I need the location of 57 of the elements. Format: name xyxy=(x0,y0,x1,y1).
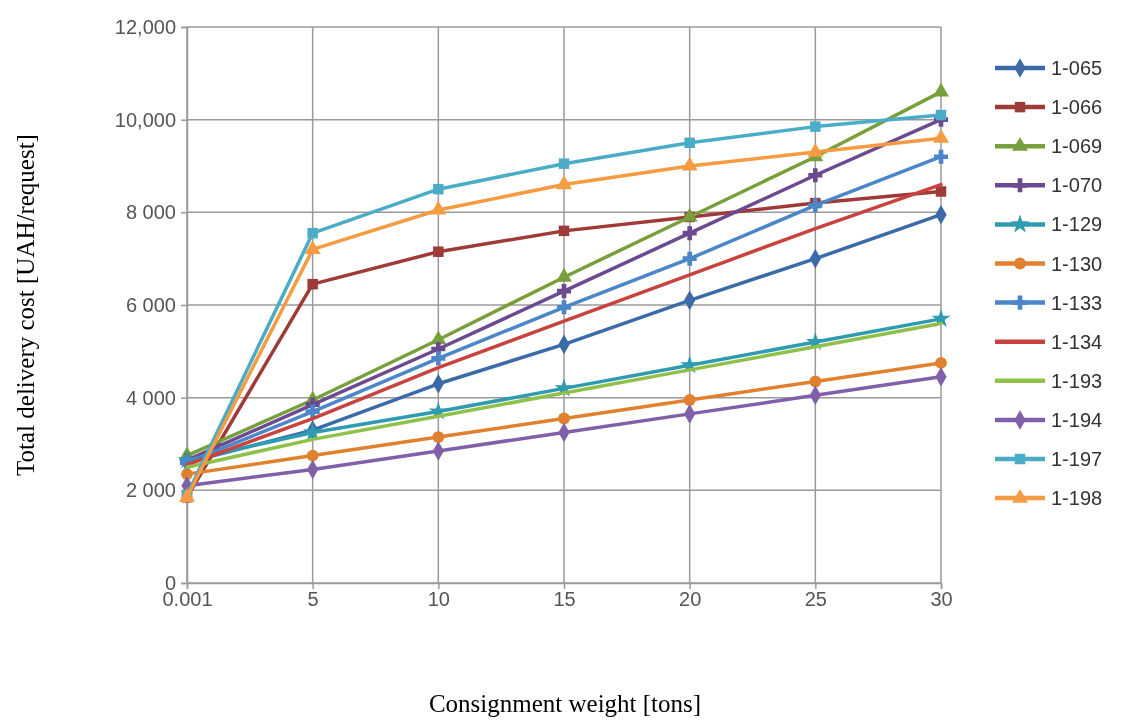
point xyxy=(304,240,321,254)
legend-label: 1-198 xyxy=(1051,487,1103,510)
point xyxy=(808,168,823,183)
x-tick-label: 30 xyxy=(930,588,953,610)
legend-label: 1-197 xyxy=(1051,448,1103,470)
legend-label: 1-066 xyxy=(1051,96,1103,119)
point xyxy=(933,82,949,97)
point xyxy=(683,394,696,406)
point xyxy=(433,246,444,257)
legend-label: 1-069 xyxy=(1051,135,1103,158)
point xyxy=(307,278,318,290)
legend-label: 1-194 xyxy=(1051,408,1103,431)
legend-label: 1-065 xyxy=(1051,57,1103,79)
point xyxy=(809,375,822,388)
point xyxy=(684,137,695,149)
y-tick-label: 8 000 xyxy=(125,201,176,224)
y-tick-label: 6 000 xyxy=(125,293,176,316)
point xyxy=(433,183,444,195)
point xyxy=(303,422,323,441)
point xyxy=(933,129,949,143)
y-axis-title: Total delivery cost [UAH/request] xyxy=(12,134,39,476)
x-axis-title: Consignment weight [tons] xyxy=(428,690,702,717)
legend-label: 1-129 xyxy=(1051,213,1103,236)
point xyxy=(431,351,446,366)
point xyxy=(556,175,572,190)
point xyxy=(935,357,947,369)
point xyxy=(556,268,572,282)
point xyxy=(935,109,947,121)
point xyxy=(682,226,697,241)
legend-label: 1-070 xyxy=(1051,174,1103,197)
point xyxy=(681,156,698,171)
y-tick-label: 2 000 xyxy=(125,479,176,502)
legend-label: 1-130 xyxy=(1051,252,1103,275)
y-tick-label: 12,000 xyxy=(114,15,176,38)
x-tick-label: 20 xyxy=(679,588,702,610)
point xyxy=(682,251,697,266)
point xyxy=(306,449,319,462)
x-tick-label: 5 xyxy=(307,588,319,610)
y-tick-label: 10,000 xyxy=(114,108,176,131)
x-tick-label: 10 xyxy=(427,588,450,610)
y-tick-label: 4 000 xyxy=(125,386,176,409)
legend-label: 1-134 xyxy=(1051,330,1103,353)
point xyxy=(558,158,570,169)
legend-label: 1-193 xyxy=(1051,369,1103,392)
point xyxy=(432,431,445,443)
x-tick-label: 25 xyxy=(804,588,827,610)
point xyxy=(556,300,572,315)
point xyxy=(305,404,320,419)
legend-label: 1-133 xyxy=(1051,291,1103,314)
point xyxy=(558,225,570,237)
point xyxy=(808,198,823,213)
point xyxy=(935,186,947,197)
x-tick-label: 15 xyxy=(553,588,576,610)
point xyxy=(810,121,821,132)
point xyxy=(933,149,949,164)
point xyxy=(307,227,318,239)
point xyxy=(558,412,570,425)
